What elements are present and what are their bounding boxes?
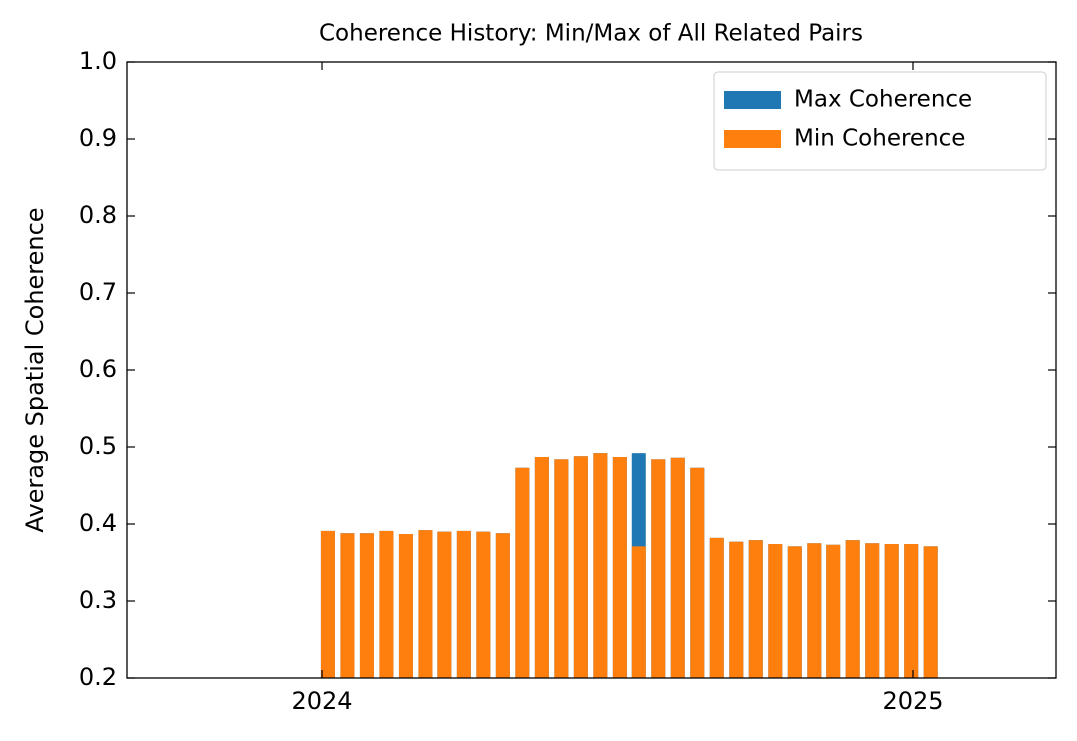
x-tick-label: 2024 — [291, 687, 352, 715]
legend-swatch — [724, 91, 781, 109]
bar — [845, 540, 860, 678]
legend-label: Max Coherence — [794, 87, 972, 113]
bar — [826, 544, 841, 678]
y-tick-label: 0.8 — [79, 201, 117, 229]
bar — [418, 530, 433, 678]
y-tick-label: 0.3 — [79, 586, 117, 614]
bar — [787, 546, 802, 678]
y-tick-label: 0.6 — [79, 355, 117, 383]
y-tick-label: 0.7 — [79, 278, 117, 306]
bar — [437, 531, 452, 678]
y-tick-label: 1.0 — [79, 47, 117, 75]
bar — [554, 459, 569, 678]
legend-label: Min Coherence — [794, 126, 965, 152]
y-tick-label: 0.4 — [79, 509, 117, 537]
chart-title: Coherence History: Min/Max of All Relate… — [319, 21, 863, 47]
bar — [379, 530, 394, 678]
bar — [340, 533, 355, 678]
bar — [359, 533, 374, 678]
bar — [904, 544, 919, 678]
y-tick-label: 0.2 — [79, 663, 117, 691]
bar — [807, 543, 822, 678]
bar — [690, 467, 705, 678]
bar — [534, 457, 549, 678]
bar — [729, 541, 744, 678]
bar — [670, 457, 685, 678]
legend-box — [713, 71, 1047, 171]
bar — [515, 467, 530, 678]
x-tick-label: 2025 — [882, 687, 943, 715]
y-tick-label: 0.5 — [79, 432, 117, 460]
bar — [865, 543, 880, 678]
y-axis-label: Average Spatial Coherence — [21, 207, 49, 532]
bar — [320, 530, 335, 678]
bar — [748, 540, 763, 678]
bar — [709, 537, 724, 678]
bar — [476, 531, 491, 678]
bar — [398, 534, 413, 678]
bar — [573, 456, 588, 678]
bar — [923, 546, 938, 678]
bar — [612, 457, 627, 678]
legend-swatch — [724, 130, 781, 148]
bar — [456, 530, 471, 678]
bar — [884, 544, 899, 678]
plot-frame — [126, 61, 1057, 679]
bar — [495, 533, 510, 678]
bar — [651, 459, 666, 678]
y-tick-label: 0.9 — [79, 124, 117, 152]
bar — [631, 546, 646, 678]
bar — [593, 453, 608, 678]
bar — [768, 544, 783, 678]
